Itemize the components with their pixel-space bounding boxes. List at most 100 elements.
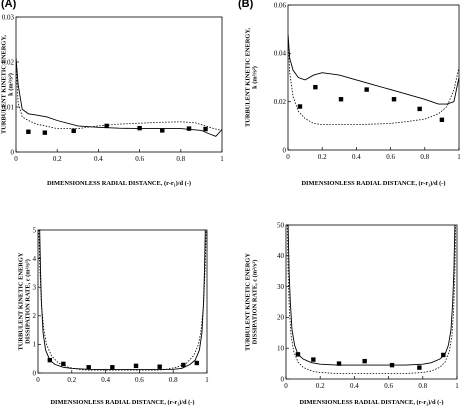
data-point <box>26 129 31 134</box>
x-tick-label: 0.2 <box>53 155 62 163</box>
data-point <box>110 365 115 370</box>
x-tick-label: 0.6 <box>135 155 144 163</box>
data-point <box>186 126 192 131</box>
y-tick-label: 0.01 <box>2 103 15 111</box>
panel-label-a: (A) <box>1 0 17 10</box>
data-point <box>391 97 397 102</box>
y-tick-label: 0 <box>281 375 285 383</box>
x-tick-label: 0.6 <box>384 382 393 390</box>
data-point <box>137 125 142 131</box>
y-tick-label: 4 <box>33 255 37 263</box>
x-tick-label: 1 <box>205 376 209 384</box>
x-tick-label: 0.8 <box>418 382 427 390</box>
series-line-dotted <box>288 33 459 125</box>
data-point <box>104 123 109 129</box>
plot-frame <box>285 224 458 380</box>
series-line-dotted <box>38 230 207 371</box>
data-point <box>47 357 53 363</box>
chart-4: 0 10 20 30 40 50 0 0.2 0.4 0.6 0.8 1 DIMENSIONLESS R… <box>244 221 459 406</box>
x-tick-label: 1 <box>457 153 461 161</box>
x-tick-label: 0.4 <box>350 382 359 390</box>
x-tick-label: 0 <box>36 376 40 384</box>
x-tick-label: 0.2 <box>318 153 327 161</box>
y-tick-label: 10 <box>277 345 285 353</box>
data-point <box>203 126 208 132</box>
data-point <box>295 352 301 357</box>
x-tick-label: 0.4 <box>94 155 103 163</box>
x-tick-label: 0.8 <box>169 376 178 384</box>
data-point <box>42 130 48 135</box>
plot-frame <box>37 229 208 374</box>
y-tick-label: 3 <box>33 284 37 292</box>
y-tick-label: 0.02 <box>2 58 15 66</box>
y-tick-label: 50 <box>277 221 285 229</box>
x-axis-label: DIMENSIONLESS RADIAL DISTANCE, (r-r₁)/d … <box>301 180 445 187</box>
y-tick-label: 2 <box>33 312 37 320</box>
data-point <box>364 87 369 92</box>
y-axis-label: TURBULENT KINETIC ENERGY,k (m²/s²) <box>244 28 258 127</box>
y-tick-label: 20 <box>277 314 285 322</box>
data-point <box>362 358 367 364</box>
data-point <box>181 362 186 368</box>
x-tick-label: 0 <box>286 153 290 161</box>
panel-label-b: (B) <box>238 0 254 10</box>
data-point <box>417 365 422 370</box>
x-tick-label: 0.6 <box>135 376 144 384</box>
x-axis-label: DIMENSIONLESS RADIAL DISTANCE, (r-r₁)/d … <box>47 180 191 187</box>
x-tick-label: 0.4 <box>352 153 361 161</box>
data-point <box>133 363 139 369</box>
x-tick-label: 0.2 <box>67 376 76 384</box>
data-point <box>297 104 303 109</box>
x-axis-label: DIMENSIONLESS RADIAL DISTANCE, (r-r₁)/d … <box>299 399 443 406</box>
x-tick-label: 0.8 <box>420 153 429 161</box>
y-tick-label: 30 <box>277 283 285 291</box>
y-tick-label: 1 <box>33 341 37 349</box>
data-point <box>160 128 165 133</box>
y-tick-label: 0.04 <box>274 50 287 58</box>
series-line-solid <box>288 33 459 105</box>
data-point <box>157 364 162 369</box>
x-tick-label: 0.6 <box>386 153 395 161</box>
y-tick-label: 0.03 <box>2 13 15 21</box>
y-axis-label: TURBULENT KINETIC ENERGY,k (m²/s²) <box>0 35 14 134</box>
data-point <box>389 362 395 368</box>
x-tick-label: 0 <box>284 382 288 390</box>
x-tick-label: 1 <box>220 155 224 163</box>
data-point <box>86 365 91 370</box>
chart-3: 0 1 2 3 4 5 0 0.2 0.4 0.6 0.8 1 DIMENSIONLESS RADIAL… <box>17 226 209 406</box>
x-axis-label: DIMENSIONLESS RADIAL DISTANCE, (r-r₁)/d … <box>50 399 194 406</box>
y-tick-label: 0.06 <box>274 1 287 9</box>
data-point <box>61 361 66 367</box>
data-point <box>338 97 344 102</box>
data-point <box>441 352 446 358</box>
data-point <box>71 128 76 134</box>
plot-frame <box>287 4 460 151</box>
x-tick-label: 0.4 <box>101 376 110 384</box>
x-tick-label: 0 <box>14 155 18 163</box>
data-point <box>311 357 316 362</box>
y-tick-label: 0 <box>283 146 287 154</box>
y-tick-label: 5 <box>33 226 37 234</box>
series-line-dotted <box>16 61 222 131</box>
y-tick-label: 40 <box>277 252 285 260</box>
series-line-solid <box>287 225 456 366</box>
data-point <box>313 84 318 90</box>
data-point <box>417 106 422 112</box>
plot-frame <box>15 16 223 153</box>
x-tick-label: 0.2 <box>316 382 325 390</box>
y-axis-label: TURBULENT KINETIC ENERGYDISSIPATION RATE… <box>17 252 31 350</box>
y-axis-label: TURBULENT KINETIC ENERGYDISSIPATION RATE… <box>244 253 258 351</box>
chart-2: 0 0.02 0.04 0.06 0 0.2 0.4 0.6 0.8 1 DIMENSIONLESS… <box>244 1 461 187</box>
y-tick-label: 0 <box>11 148 15 156</box>
data-point <box>439 117 445 122</box>
x-tick-label: 0.8 <box>176 155 185 163</box>
data-point <box>194 360 200 366</box>
series-line-dotted <box>287 225 456 374</box>
series-line-solid <box>39 230 206 371</box>
series-line-solid <box>16 57 222 137</box>
data-point <box>336 361 342 366</box>
y-tick-label: 0.02 <box>274 98 287 106</box>
y-tick-label: 0 <box>33 369 37 377</box>
chart-1: 0 0.01 0.02 0.03 0 0.2 0.4 0.6 0.8 1 DIMENSIONLESS… <box>0 13 224 187</box>
